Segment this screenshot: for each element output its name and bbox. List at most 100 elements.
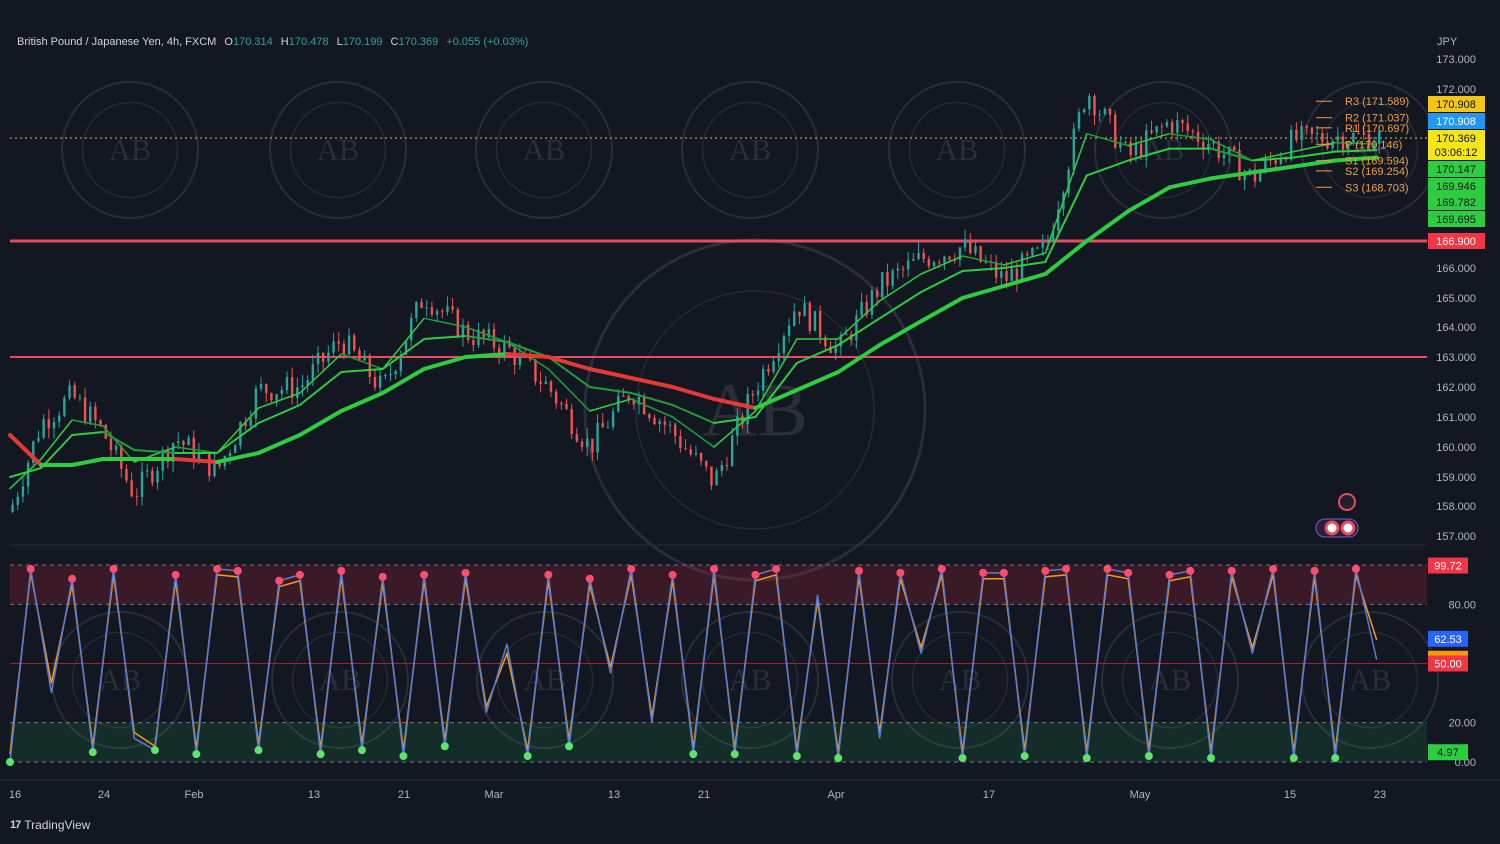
ema-1-segment [878, 273, 922, 302]
candle-body [461, 324, 465, 337]
event-icon [1340, 520, 1356, 536]
stochastic-pane[interactable] [6, 544, 1427, 766]
watermark-inner-ring [701, 631, 799, 729]
ema-3-segment [1001, 272, 1048, 288]
candle-body [145, 470, 149, 472]
uk-flag-icon [1338, 493, 1356, 511]
candle-body [1196, 131, 1200, 142]
candle-body [1165, 122, 1169, 127]
overbought-dot [1103, 564, 1112, 573]
candle-body [725, 465, 729, 467]
candle-body [544, 381, 547, 384]
candle-body [1124, 141, 1127, 143]
candle-body [834, 346, 837, 353]
candle-body [1207, 143, 1210, 150]
candle-body [135, 496, 139, 498]
ema-1-segment [1003, 252, 1047, 266]
candle-body [906, 260, 910, 270]
watermark-logos: ABABABABABABABABABABABABABABAB [51, 81, 1439, 749]
candle-body [710, 466, 713, 486]
price-tick-label: 159.000 [1436, 472, 1476, 484]
candle-body [1051, 230, 1055, 241]
candle-body [358, 350, 361, 361]
candle-body [1336, 136, 1340, 141]
candle-body [244, 422, 247, 426]
candle-body [730, 435, 734, 467]
watermark-ring [269, 81, 407, 219]
watermark-ring [475, 81, 613, 219]
candle-body [715, 470, 718, 486]
ema-1-segment [630, 398, 674, 418]
candle-body [554, 391, 558, 404]
candle-body [912, 259, 915, 261]
candle-body [601, 422, 604, 428]
overbought-dot [1062, 564, 1071, 573]
candle-body [642, 396, 646, 415]
candle-body [637, 396, 641, 405]
candle-body [156, 470, 159, 483]
candle-body [549, 381, 553, 392]
candle-body [943, 256, 946, 263]
ema-2-segment [216, 422, 260, 454]
candle-body [497, 347, 501, 356]
overbought-dot [1165, 570, 1174, 579]
candle-body [958, 247, 962, 261]
overbought-band [10, 565, 1427, 605]
ema-1-segment [547, 368, 591, 412]
stoch-value-tag [1428, 744, 1468, 761]
overbought-dot [937, 564, 946, 573]
candle-body [1300, 126, 1303, 141]
candle-body [1077, 112, 1081, 129]
candle-body [689, 449, 692, 455]
candle-body [73, 385, 76, 398]
oversold-dot [1289, 754, 1298, 763]
watermark-monogram: AB [109, 133, 152, 167]
watermark-inner-ring [289, 101, 387, 199]
candle-body [1103, 108, 1107, 115]
price-tag-label: 170.908 [1436, 116, 1476, 128]
ema-1-segment [837, 300, 881, 340]
candle-body [1321, 133, 1324, 142]
oversold-dot [150, 746, 159, 755]
overbought-dot [26, 564, 35, 573]
candle-body [746, 394, 749, 425]
overbought-dot [109, 564, 118, 573]
overbought-dot [1227, 566, 1236, 575]
stoch-value-label: 4.97 [1437, 747, 1458, 759]
tradingview-brand[interactable]: 17 TradingView [10, 818, 90, 832]
stoch-value-label: 50.00 [1434, 659, 1462, 671]
ema-1-segment [1127, 132, 1171, 147]
watermark-monogram: AB [317, 133, 360, 167]
candle-body [1331, 140, 1334, 148]
candle-body [1041, 242, 1044, 248]
candle-body [870, 290, 874, 315]
candle-body [394, 371, 397, 375]
candle-body [793, 311, 796, 326]
overbought-dot [337, 566, 346, 575]
candle-body [922, 252, 925, 260]
overbought-dot [896, 568, 905, 577]
time-tick-label: May [1130, 789, 1151, 801]
time-tick-label: 23 [1374, 789, 1386, 801]
candle-body [114, 445, 118, 451]
oversold-dot [192, 750, 201, 759]
overbought-dot [461, 568, 470, 577]
watermark-seal: AB [475, 81, 613, 219]
ema-1-segment [299, 353, 343, 394]
candle-body [187, 437, 190, 446]
candle-body [290, 376, 294, 398]
ema-2-segment [837, 317, 881, 346]
watermark-monogram: AB [1149, 663, 1192, 697]
candle-body [782, 336, 786, 354]
candle-body [140, 471, 144, 497]
ema-2-segment [40, 434, 74, 469]
candle-body [1057, 209, 1060, 231]
main-pane[interactable]: R3 (171.589) R2 (171.037)R1 (170.697) P (1… [8, 93, 1427, 538]
ema-3-segment [794, 370, 841, 392]
candle-body [570, 408, 573, 435]
candle-body [679, 436, 682, 449]
watermark-seal: AB [681, 81, 819, 219]
ema-3-segment [877, 319, 924, 347]
watermark-seal: AB [583, 238, 927, 582]
